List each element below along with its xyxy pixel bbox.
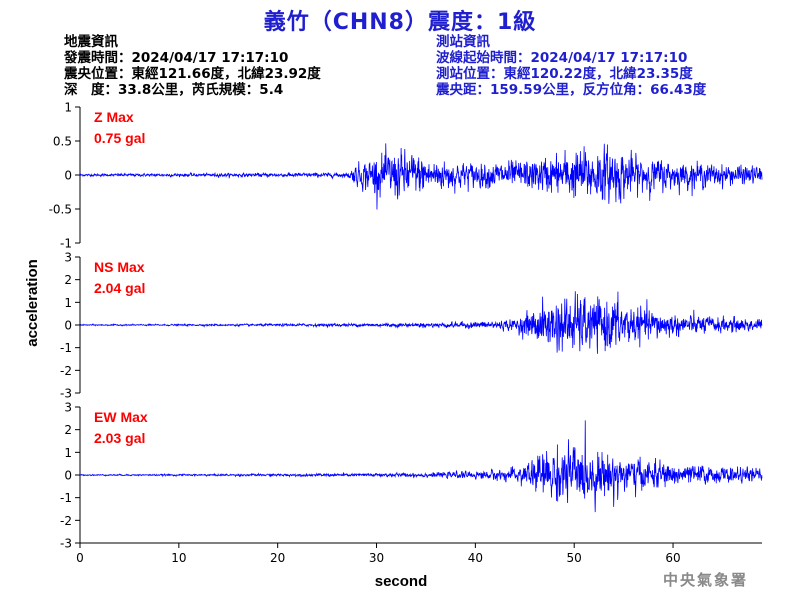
y-tick-label-ew: -1 bbox=[60, 491, 72, 505]
max-value-ns: 2.04 gal bbox=[94, 280, 145, 296]
agency-label: 中央氣象署 bbox=[662, 571, 748, 589]
y-tick-label-ns: 0 bbox=[64, 319, 72, 333]
y-tick-label-z: 0 bbox=[64, 169, 72, 183]
y-tick-label-z: 0.5 bbox=[53, 135, 72, 149]
trace-ew bbox=[79, 420, 763, 513]
station-location: 測站位置：東經120.22度，北緯23.35度 bbox=[436, 66, 693, 82]
y-tick-label-ns: -3 bbox=[60, 387, 72, 401]
max-label-z: Z Max bbox=[94, 109, 134, 125]
x-tick-label: 60 bbox=[665, 551, 680, 565]
max-label-ew: EW Max bbox=[94, 409, 148, 425]
y-tick-label-ew: -2 bbox=[60, 514, 72, 528]
y-tick-label-ew: 2 bbox=[64, 423, 72, 437]
station-info: 測站資訊 波線起始時間：2024/04/17 17:17:10 測站位置：東經1… bbox=[436, 34, 706, 98]
y-tick-label-ns: -2 bbox=[60, 364, 72, 378]
x-tick-label: 20 bbox=[270, 551, 285, 565]
max-label-ns: NS Max bbox=[94, 259, 145, 275]
y-tick-label-z: -1 bbox=[60, 237, 72, 251]
max-value-ew: 2.03 gal bbox=[94, 430, 145, 446]
y-tick-label-ns: -1 bbox=[60, 341, 72, 355]
y-tick-label-ew: 1 bbox=[64, 446, 72, 460]
y-tick-label-ew: -3 bbox=[60, 537, 72, 551]
y-tick-label-z: -0.5 bbox=[49, 203, 72, 217]
x-axis-label: second bbox=[375, 573, 428, 590]
max-value-z: 0.75 gal bbox=[94, 130, 145, 146]
station-info-heading: 測站資訊 bbox=[436, 34, 490, 50]
chart-title: 義竹（CHN8）震度：1級 bbox=[263, 10, 537, 35]
earthquake-info: 地震資訊 發震時間：2024/04/17 17:17:10 震央位置：東經121… bbox=[64, 34, 321, 98]
x-tick-label: 50 bbox=[567, 551, 582, 565]
epicentral-distance-azimuth: 震央距：159.59公里，反方位角：66.43度 bbox=[436, 82, 707, 98]
x-tick-label: 0 bbox=[76, 551, 84, 565]
waveform-onset-time: 波線起始時間：2024/04/17 17:17:10 bbox=[436, 50, 688, 66]
y-tick-label-z: 1 bbox=[64, 101, 72, 115]
y-tick-label-ns: 2 bbox=[64, 273, 72, 287]
y-axis-label: acceleration bbox=[24, 259, 41, 347]
epicenter-location: 震央位置：東經121.66度，北緯23.92度 bbox=[64, 66, 321, 82]
x-tick-label: 30 bbox=[369, 551, 384, 565]
earthquake-info-heading: 地震資訊 bbox=[64, 34, 118, 50]
earthquake-time: 發震時間：2024/04/17 17:17:10 bbox=[64, 50, 289, 66]
x-tick-label: 40 bbox=[468, 551, 483, 565]
trace-z bbox=[79, 143, 763, 210]
depth-magnitude: 深 度：33.8公里，芮氏規模：5.4 bbox=[64, 82, 284, 98]
y-tick-label-ns: 1 bbox=[64, 296, 72, 310]
x-tick-label: 10 bbox=[171, 551, 186, 565]
y-tick-label-ns: 3 bbox=[64, 251, 72, 265]
trace-ns bbox=[79, 291, 763, 354]
y-tick-label-ew: 3 bbox=[64, 401, 72, 415]
y-tick-label-ew: 0 bbox=[64, 469, 72, 483]
